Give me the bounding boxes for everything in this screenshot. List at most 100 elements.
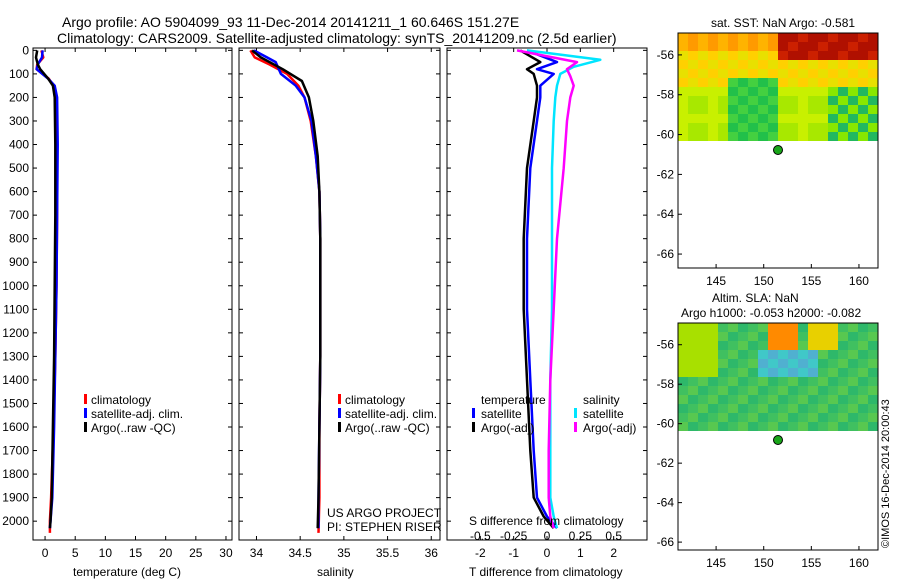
x-tick-label: 34.5 — [288, 546, 312, 560]
sla-cell — [848, 341, 858, 350]
legend-salinity-title: salinity — [583, 393, 620, 407]
sst-cell — [838, 96, 848, 105]
sla-cell — [808, 377, 818, 386]
sst-cell — [738, 96, 748, 105]
sst-cell — [768, 132, 778, 141]
sst-cell — [768, 51, 778, 60]
sla-cell — [858, 404, 868, 413]
sst-cell — [778, 60, 788, 69]
sla-cell — [728, 404, 738, 413]
x-tick-label: 0 — [544, 546, 551, 560]
sst-cell — [728, 132, 738, 141]
sla-cell — [798, 368, 808, 377]
sla-cell — [838, 422, 848, 431]
map-y-tick-label: -66 — [657, 535, 675, 549]
sst-cell — [748, 51, 758, 60]
sst-cell — [708, 105, 718, 114]
sla-cell — [808, 395, 818, 404]
sla-cell — [708, 359, 718, 368]
sst-cell — [778, 42, 788, 51]
sla-cell — [708, 350, 718, 359]
sla-cell — [768, 395, 778, 404]
sla-cell — [678, 323, 688, 332]
sst-cell — [788, 51, 798, 60]
sla-cell — [838, 323, 848, 332]
sla-cell — [698, 422, 708, 431]
sla-cell — [758, 323, 768, 332]
sst-cell — [838, 33, 848, 42]
sst-cell — [798, 33, 808, 42]
sla-cell — [828, 404, 838, 413]
sst-cell — [818, 60, 828, 69]
sla-cell — [788, 386, 798, 395]
sst-cell — [868, 132, 878, 141]
sla-cell — [848, 395, 858, 404]
sla-cell — [748, 350, 758, 359]
series-s-satellite — [526, 49, 602, 529]
sla-cell — [718, 413, 728, 422]
top-tick-label: -0.5 — [470, 529, 491, 543]
sst-cell — [708, 69, 718, 78]
y-tick-label: 1100 — [3, 302, 29, 316]
y-tick-label: 0 — [22, 43, 29, 57]
sla-cell — [818, 350, 828, 359]
sst-cell — [868, 105, 878, 114]
sla-cell — [868, 377, 878, 386]
sla-cell — [688, 350, 698, 359]
sst-cell — [818, 33, 828, 42]
sla-cell — [818, 413, 828, 422]
sla-cell — [798, 404, 808, 413]
sst-cell — [728, 87, 738, 96]
legend-climatology: climatology — [91, 393, 151, 407]
sst-cell — [798, 114, 808, 123]
sst-cell — [848, 105, 858, 114]
sla-cell — [748, 368, 758, 377]
sla-cell — [848, 350, 858, 359]
sst-cell — [688, 132, 698, 141]
x-tick-label: 1 — [577, 546, 584, 560]
sla-cell — [848, 359, 858, 368]
map-y-tick-label: -64 — [657, 496, 675, 510]
sla-cell — [728, 323, 738, 332]
sst-cell — [758, 96, 768, 105]
sla-cell — [718, 341, 728, 350]
sla-cell — [798, 422, 808, 431]
sst-cell — [788, 105, 798, 114]
sla-cell — [738, 323, 748, 332]
series-t-argo-adj- — [519, 49, 555, 530]
sst-map-title: sat. SST: NaN Argo: -0.581 — [711, 16, 855, 30]
sla-cell — [728, 332, 738, 341]
x-tick-label: -2 — [475, 546, 486, 560]
temperature-legend: climatology satellite-adj. clim. Argo(..… — [84, 393, 183, 435]
sst-cell — [758, 69, 768, 78]
sla-cell — [788, 368, 798, 377]
sla-cell — [678, 386, 688, 395]
sla-cell — [768, 332, 778, 341]
sla-cell — [728, 368, 738, 377]
y-tick-label: 1900 — [2, 491, 29, 505]
sst-cell — [698, 78, 708, 87]
sla-cell — [728, 386, 738, 395]
sst-cell — [798, 51, 808, 60]
sst-cell — [848, 33, 858, 42]
sla-cell — [748, 386, 758, 395]
sla-cell — [758, 341, 768, 350]
sst-cell — [758, 60, 768, 69]
sst-cell — [838, 105, 848, 114]
sst-cell — [828, 96, 838, 105]
sla-cell — [678, 404, 688, 413]
sst-cell — [738, 60, 748, 69]
sst-cell — [758, 51, 768, 60]
sla-cell — [858, 350, 868, 359]
sst-cell — [678, 96, 688, 105]
sst-cell — [808, 78, 818, 87]
sst-cell — [868, 114, 878, 123]
sla-cell — [788, 413, 798, 422]
sla-cell — [828, 377, 838, 386]
sst-cell — [848, 51, 858, 60]
sla-cell — [868, 413, 878, 422]
sla-cell — [748, 404, 758, 413]
sla-cell — [708, 341, 718, 350]
sst-cell — [818, 51, 828, 60]
sla-cell — [818, 386, 828, 395]
